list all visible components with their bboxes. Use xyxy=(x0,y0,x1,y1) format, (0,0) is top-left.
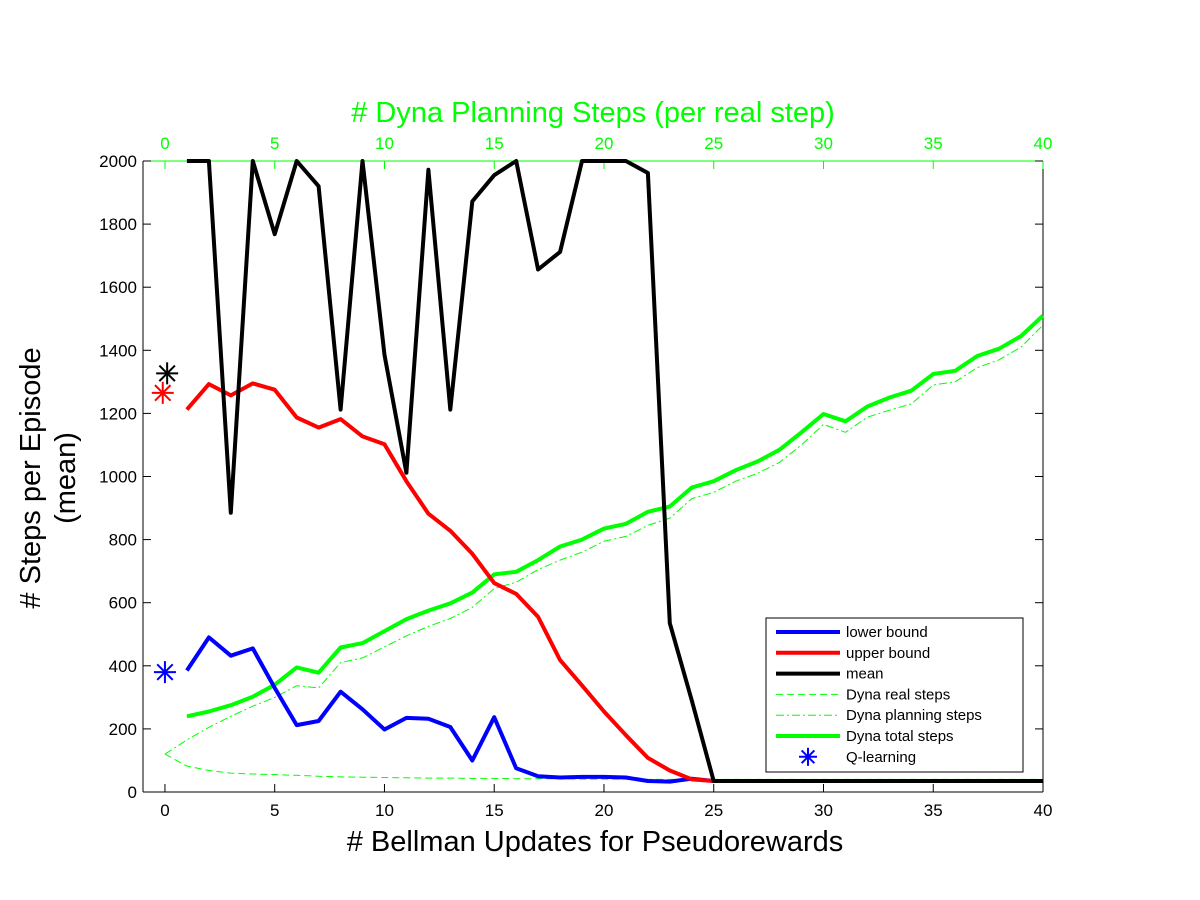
y-axis-label-group: # Steps per Episode (mean) xyxy=(15,347,82,608)
x-tick-label: 10 xyxy=(375,801,394,820)
x2-axis-label: # Dyna Planning Steps (per real step) xyxy=(351,97,835,129)
x-axis-top: 0 5 10 15 20 25 30 35 40 xyxy=(160,134,1052,169)
series-line-dyna_planning xyxy=(164,324,1044,755)
series-line-dyna_real xyxy=(164,753,1043,780)
y-tick-label: 600 xyxy=(109,594,137,613)
x2-tick-label: 5 xyxy=(270,134,279,153)
y-tick-label: 0 xyxy=(128,783,137,802)
x-axis-label: # Bellman Updates for Pseudorewards xyxy=(347,826,843,858)
asterisk-stroke xyxy=(800,749,816,764)
x2-tick-label: 10 xyxy=(375,134,394,153)
x-tick-label: 40 xyxy=(1034,801,1053,820)
x-tick-label: 30 xyxy=(814,801,833,820)
legend-label: Q-learning xyxy=(846,749,916,766)
x-tick-label: 25 xyxy=(704,801,723,820)
series-line-mean xyxy=(186,159,1043,783)
legend-label: Dyna total steps xyxy=(846,728,954,745)
x-tick-label: 20 xyxy=(595,801,614,820)
legend: lower bound upper bound mean Dyna real step… xyxy=(765,617,1024,773)
y-tick-label: 400 xyxy=(109,657,137,676)
y-tick-label: 2000 xyxy=(99,152,137,171)
legend-label: upper bound xyxy=(846,645,930,662)
legend-label: Dyna planning steps xyxy=(846,707,982,724)
y-axis-label: # Steps per Episode xyxy=(15,347,47,608)
legend-swatch-asterisk xyxy=(799,747,817,766)
x2-tick-label: 20 xyxy=(595,134,614,153)
y-tick-label: 1200 xyxy=(99,404,137,423)
legend-box xyxy=(765,617,1024,773)
y-tick-label: 200 xyxy=(109,720,137,739)
legend-label: Dyna real steps xyxy=(846,686,950,703)
y-tick-label: 1000 xyxy=(99,468,137,487)
x2-tick-label: 0 xyxy=(160,134,169,153)
series-layer xyxy=(164,159,1045,784)
y-axis-left: 0 200 400 600 800 1000 1200 1400 1600 1800 2000 xyxy=(99,152,1043,802)
x-tick-label: 5 xyxy=(270,801,279,820)
y-tick-label: 1600 xyxy=(99,278,137,297)
qlearning-marker-qlearning_lower xyxy=(153,661,176,684)
x2-tick-label: 25 xyxy=(704,134,723,153)
x2-tick-label: 40 xyxy=(1034,134,1053,153)
asterisk-stroke xyxy=(154,384,172,402)
x2-tick-label: 30 xyxy=(814,134,833,153)
asterisk-stroke xyxy=(156,663,174,681)
y-tick-label: 1400 xyxy=(99,341,137,360)
series-line-dyna_total xyxy=(186,314,1045,719)
qlearning-marker-qlearning_upper xyxy=(151,381,174,404)
x2-tick-label: 15 xyxy=(485,134,504,153)
x-axis-bottom: 0 5 10 15 20 25 30 35 40 xyxy=(160,784,1052,820)
y-tick-label: 800 xyxy=(109,531,137,550)
x-tick-label: 0 xyxy=(160,801,169,820)
qlearning-marker-qlearning_mean xyxy=(156,362,179,385)
x-tick-label: 15 xyxy=(485,801,504,820)
legend-label: mean xyxy=(846,666,884,683)
asterisk-stroke xyxy=(158,364,176,382)
marker-layer xyxy=(151,362,179,684)
x-tick-label: 35 xyxy=(924,801,943,820)
y-tick-label: 1800 xyxy=(99,215,137,234)
legend-label: lower bound xyxy=(846,624,928,641)
y-axis-label-sub: (mean) xyxy=(50,432,82,524)
x2-tick-label: 35 xyxy=(924,134,943,153)
